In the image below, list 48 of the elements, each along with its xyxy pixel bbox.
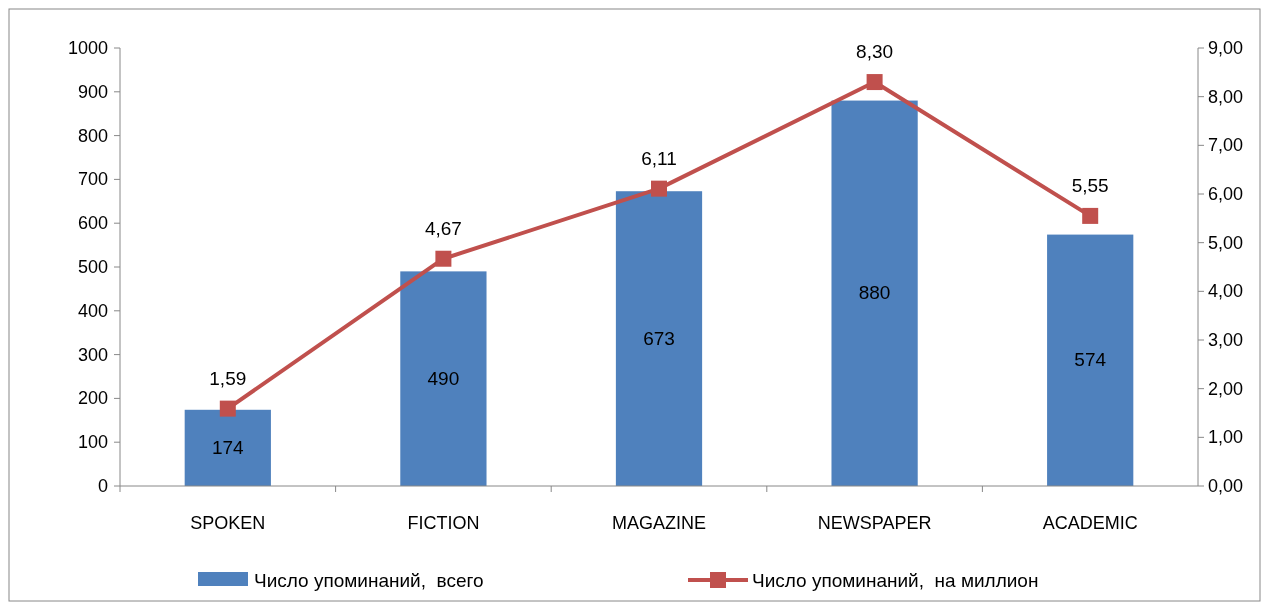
bar bbox=[184, 409, 271, 486]
legend-label: Число упоминаний, на миллион bbox=[752, 570, 1039, 591]
y-tick-label: 100 bbox=[77, 432, 108, 453]
data-label: 8,30 bbox=[856, 41, 894, 63]
x-tick-label: NEWSPAPER bbox=[817, 513, 932, 533]
y2-tick-label: 1,00 bbox=[1208, 427, 1244, 448]
y2-tick-label: 8,00 bbox=[1208, 86, 1244, 107]
y2-tick-label: 5,00 bbox=[1208, 232, 1244, 253]
y2-tick-label: 6,00 bbox=[1208, 184, 1244, 204]
y2-tick-label: 3,00 bbox=[1208, 330, 1244, 350]
x-tick-label: FICTION bbox=[407, 513, 480, 533]
data-label: 880 bbox=[858, 282, 891, 304]
data-label: 174 bbox=[211, 436, 245, 458]
y-tick-label: 800 bbox=[77, 125, 108, 146]
y-tick-label: 900 bbox=[77, 81, 108, 102]
point bbox=[435, 250, 452, 267]
bar bbox=[400, 271, 487, 486]
y2-tick-label: 2,00 bbox=[1208, 378, 1244, 399]
y-tick-label: 1000 bbox=[67, 38, 108, 58]
y-tick-label: 200 bbox=[77, 388, 108, 409]
point bbox=[866, 74, 883, 91]
data-label: 574 bbox=[1074, 349, 1107, 371]
y-tick-label: 0 bbox=[97, 476, 108, 496]
bar bbox=[1047, 234, 1134, 486]
y-tick-label: 600 bbox=[77, 213, 108, 234]
data-label: 1,59 bbox=[209, 367, 247, 389]
point bbox=[219, 400, 236, 417]
data-label: 6,11 bbox=[641, 147, 677, 169]
y-tick-label: 300 bbox=[77, 344, 108, 365]
data-label: 4,67 bbox=[424, 217, 462, 239]
legend-label: Число упоминаний, всего bbox=[254, 570, 484, 591]
point bbox=[651, 180, 667, 197]
data-label: 673 bbox=[643, 327, 675, 349]
y-tick-label: 400 bbox=[77, 300, 108, 321]
x-tick-label: SPOKEN bbox=[190, 513, 266, 533]
y2-tick-label: 9,00 bbox=[1208, 38, 1244, 58]
y-tick-label: 700 bbox=[77, 169, 108, 190]
y2-tick-label: 0,00 bbox=[1208, 476, 1244, 496]
point bbox=[1082, 207, 1099, 224]
data-label: 5,55 bbox=[1071, 174, 1109, 196]
y2-tick-label: 4,00 bbox=[1208, 281, 1244, 302]
y-tick-label: 500 bbox=[77, 257, 108, 277]
bar bbox=[615, 191, 703, 486]
x-tick-label: MAGAZINE bbox=[611, 513, 707, 533]
y2-tick-label: 7,00 bbox=[1208, 135, 1244, 156]
data-label: 490 bbox=[427, 367, 460, 389]
x-tick-label: ACADEMIC bbox=[1042, 513, 1138, 533]
bar bbox=[831, 100, 918, 486]
